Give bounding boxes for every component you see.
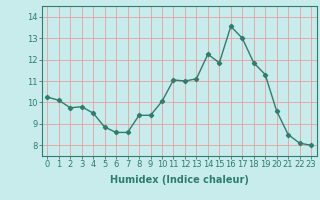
X-axis label: Humidex (Indice chaleur): Humidex (Indice chaleur) — [110, 175, 249, 185]
